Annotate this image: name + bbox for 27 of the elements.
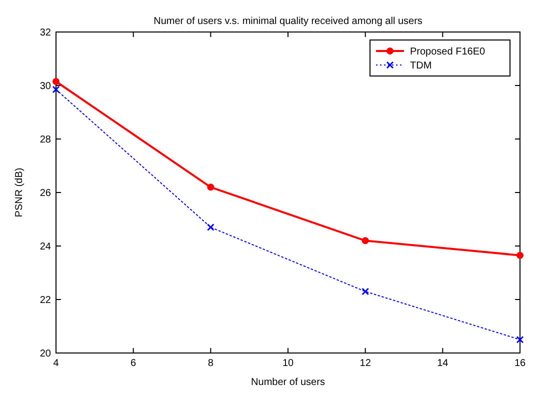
x-tick-label: 4 [53,358,60,369]
y-tick-label: 22 [40,295,52,306]
x-tick-label: 16 [514,358,526,369]
point [516,336,524,344]
point [206,224,214,232]
point [362,237,369,244]
x-tick-label: 6 [130,358,137,369]
x-tick-label: 14 [437,358,449,369]
point [52,86,60,94]
legend-label: Proposed F16E0 [410,46,486,58]
y-tick-label: 28 [40,134,52,146]
y-tick-label: 24 [40,242,52,252]
point [52,78,60,85]
y-tick-label: 30 [40,81,52,92]
x-axis-title: Number of users [251,377,325,388]
x-tick-label: 12 [360,358,372,369]
point [207,184,214,191]
chart-title: Numer of users v.s. minimal quality received among all users [154,16,422,27]
point [516,252,524,259]
x-tick-label: 10 [282,358,294,369]
legend-label: TDM [410,60,432,72]
point [362,288,370,296]
x-tick-label: 8 [208,358,214,369]
y-tick-label: 32 [40,28,52,38]
y-axis-title: PSNR (dB) [14,168,25,218]
y-tick-label: 26 [40,188,52,199]
y-tick-label: 20 [40,348,52,360]
